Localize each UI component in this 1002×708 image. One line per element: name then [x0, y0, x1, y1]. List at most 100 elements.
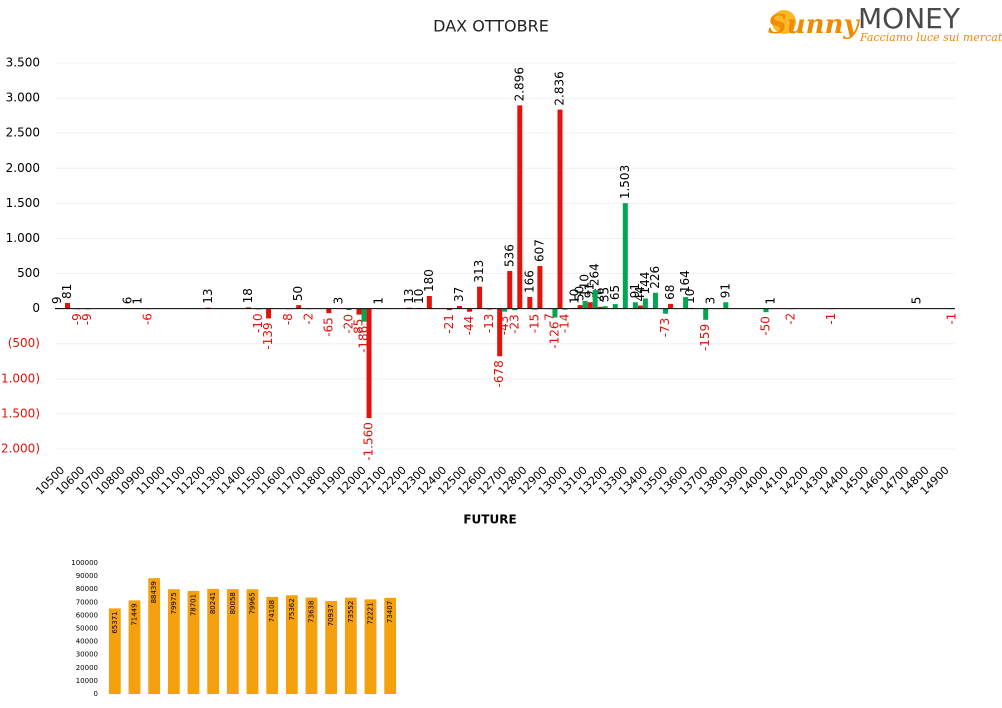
data-label: -139: [261, 322, 275, 349]
data-label: 1.503: [618, 165, 632, 199]
bar: [683, 297, 689, 309]
bar: [344, 597, 357, 694]
data-label: 91: [628, 283, 642, 298]
bar: [446, 308, 452, 311]
bar: [426, 296, 432, 309]
y-tick-label: 1.500: [6, 196, 40, 210]
y-tick-label: (500): [8, 336, 40, 350]
data-label: 73407: [386, 601, 394, 623]
data-label: -73: [658, 318, 672, 338]
data-label: 10: [412, 289, 426, 304]
data-label: -1: [824, 313, 838, 325]
bar: [305, 597, 318, 694]
y-tick-label: 90000: [76, 572, 98, 580]
bar: [364, 599, 377, 694]
logo-tagline: Facciamo luce sui mercati: [859, 31, 1002, 44]
data-label: 3: [331, 297, 345, 305]
bar: [384, 597, 397, 694]
data-label: -10: [251, 313, 265, 333]
data-label: 264: [588, 263, 602, 286]
data-label: 164: [678, 270, 692, 293]
data-label: -7: [542, 313, 556, 325]
data-label: 73638: [308, 601, 316, 623]
y-tick-label: 70000: [76, 598, 98, 606]
bar: [632, 302, 638, 309]
data-label: 74108: [268, 600, 276, 622]
y-tick-label: 500: [17, 266, 40, 280]
bar: [245, 307, 251, 309]
bar: [356, 308, 362, 315]
data-label: 6: [120, 297, 134, 305]
bar: [266, 308, 272, 319]
data-label: -2: [784, 313, 798, 325]
bar: [326, 308, 332, 314]
bar: [703, 308, 709, 320]
data-label: -15: [527, 314, 541, 334]
bar: [226, 589, 239, 694]
bar: [361, 308, 367, 322]
data-label: 65: [608, 285, 622, 300]
data-label: 166: [522, 270, 536, 293]
data-label: 313: [472, 260, 486, 283]
y-tick-label: 0: [94, 690, 98, 698]
chart-title: DAX OTTOBRE: [433, 17, 549, 36]
bar: [246, 589, 259, 694]
y-tick-label: 3.000: [6, 91, 40, 105]
data-label: 1: [372, 297, 386, 305]
data-label: -50: [759, 316, 773, 336]
bar: [587, 302, 593, 309]
data-label: 5: [909, 297, 923, 305]
data-label: -1.560: [362, 422, 376, 461]
data-label: 81: [60, 284, 74, 299]
bar: [497, 308, 503, 357]
data-label: 50: [573, 286, 587, 301]
y-tick-label: 10000: [76, 677, 98, 685]
y-tick-label: 80000: [76, 585, 98, 593]
bar: [266, 596, 279, 694]
data-label: -14: [558, 314, 572, 334]
y-tick-label: 40000: [76, 638, 98, 646]
data-label: 70937: [327, 604, 335, 626]
bar: [325, 601, 338, 694]
data-label: 80241: [209, 592, 217, 614]
logo-brand: Sunny: [768, 10, 860, 40]
data-label: 35: [598, 287, 612, 302]
data-label: -126: [547, 321, 561, 348]
data-label: 71449: [131, 603, 139, 625]
bar: [507, 271, 513, 309]
data-label: 73552: [347, 601, 355, 623]
bar: [167, 589, 180, 694]
data-label: 1: [130, 297, 144, 305]
data-label: 1: [764, 297, 778, 305]
data-label: -6: [140, 313, 154, 325]
data-label: 13: [402, 288, 416, 303]
data-label: 78701: [190, 594, 198, 616]
bar: [612, 304, 618, 309]
data-label: 13: [201, 288, 215, 303]
data-label: 110: [578, 274, 592, 297]
data-label: 88439: [150, 581, 158, 603]
bar: [457, 306, 462, 309]
data-label: 50: [291, 286, 305, 301]
bar: [65, 302, 71, 309]
data-label: 75362: [288, 598, 296, 620]
bar: [346, 308, 352, 311]
bar: [527, 296, 533, 309]
data-label: -2: [301, 313, 315, 325]
data-label: -43: [497, 316, 511, 336]
bar: [512, 308, 518, 311]
bar: [148, 578, 161, 694]
data-label: 68: [663, 285, 677, 300]
data-label: -65: [321, 317, 335, 337]
data-label: -8: [281, 313, 295, 325]
bar: [467, 308, 473, 312]
bar: [477, 286, 483, 309]
y-tick-label: 0: [32, 301, 40, 315]
y-tick-label: 3.500: [6, 56, 40, 70]
data-label: -85: [352, 319, 366, 339]
bar: [285, 595, 298, 694]
bar: [582, 300, 588, 309]
bar: [592, 290, 598, 309]
data-label: -21: [442, 314, 456, 334]
y-tick-label: 60000: [76, 611, 98, 619]
